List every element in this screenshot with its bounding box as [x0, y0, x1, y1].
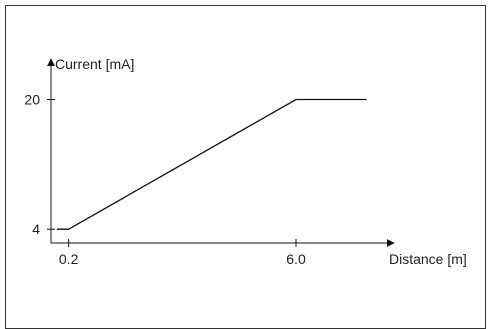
- chart-frame: [5, 5, 486, 329]
- x-axis-label: Distance [m]: [389, 251, 467, 267]
- y-tick-label: 4: [32, 221, 40, 237]
- current-line: [56, 98, 367, 230]
- x-tick-label: 0.2: [59, 251, 79, 267]
- y-axis-label: Current [mA]: [55, 56, 134, 72]
- x-tick-label: 6.0: [286, 251, 306, 267]
- y-tick-label: 20: [24, 92, 40, 108]
